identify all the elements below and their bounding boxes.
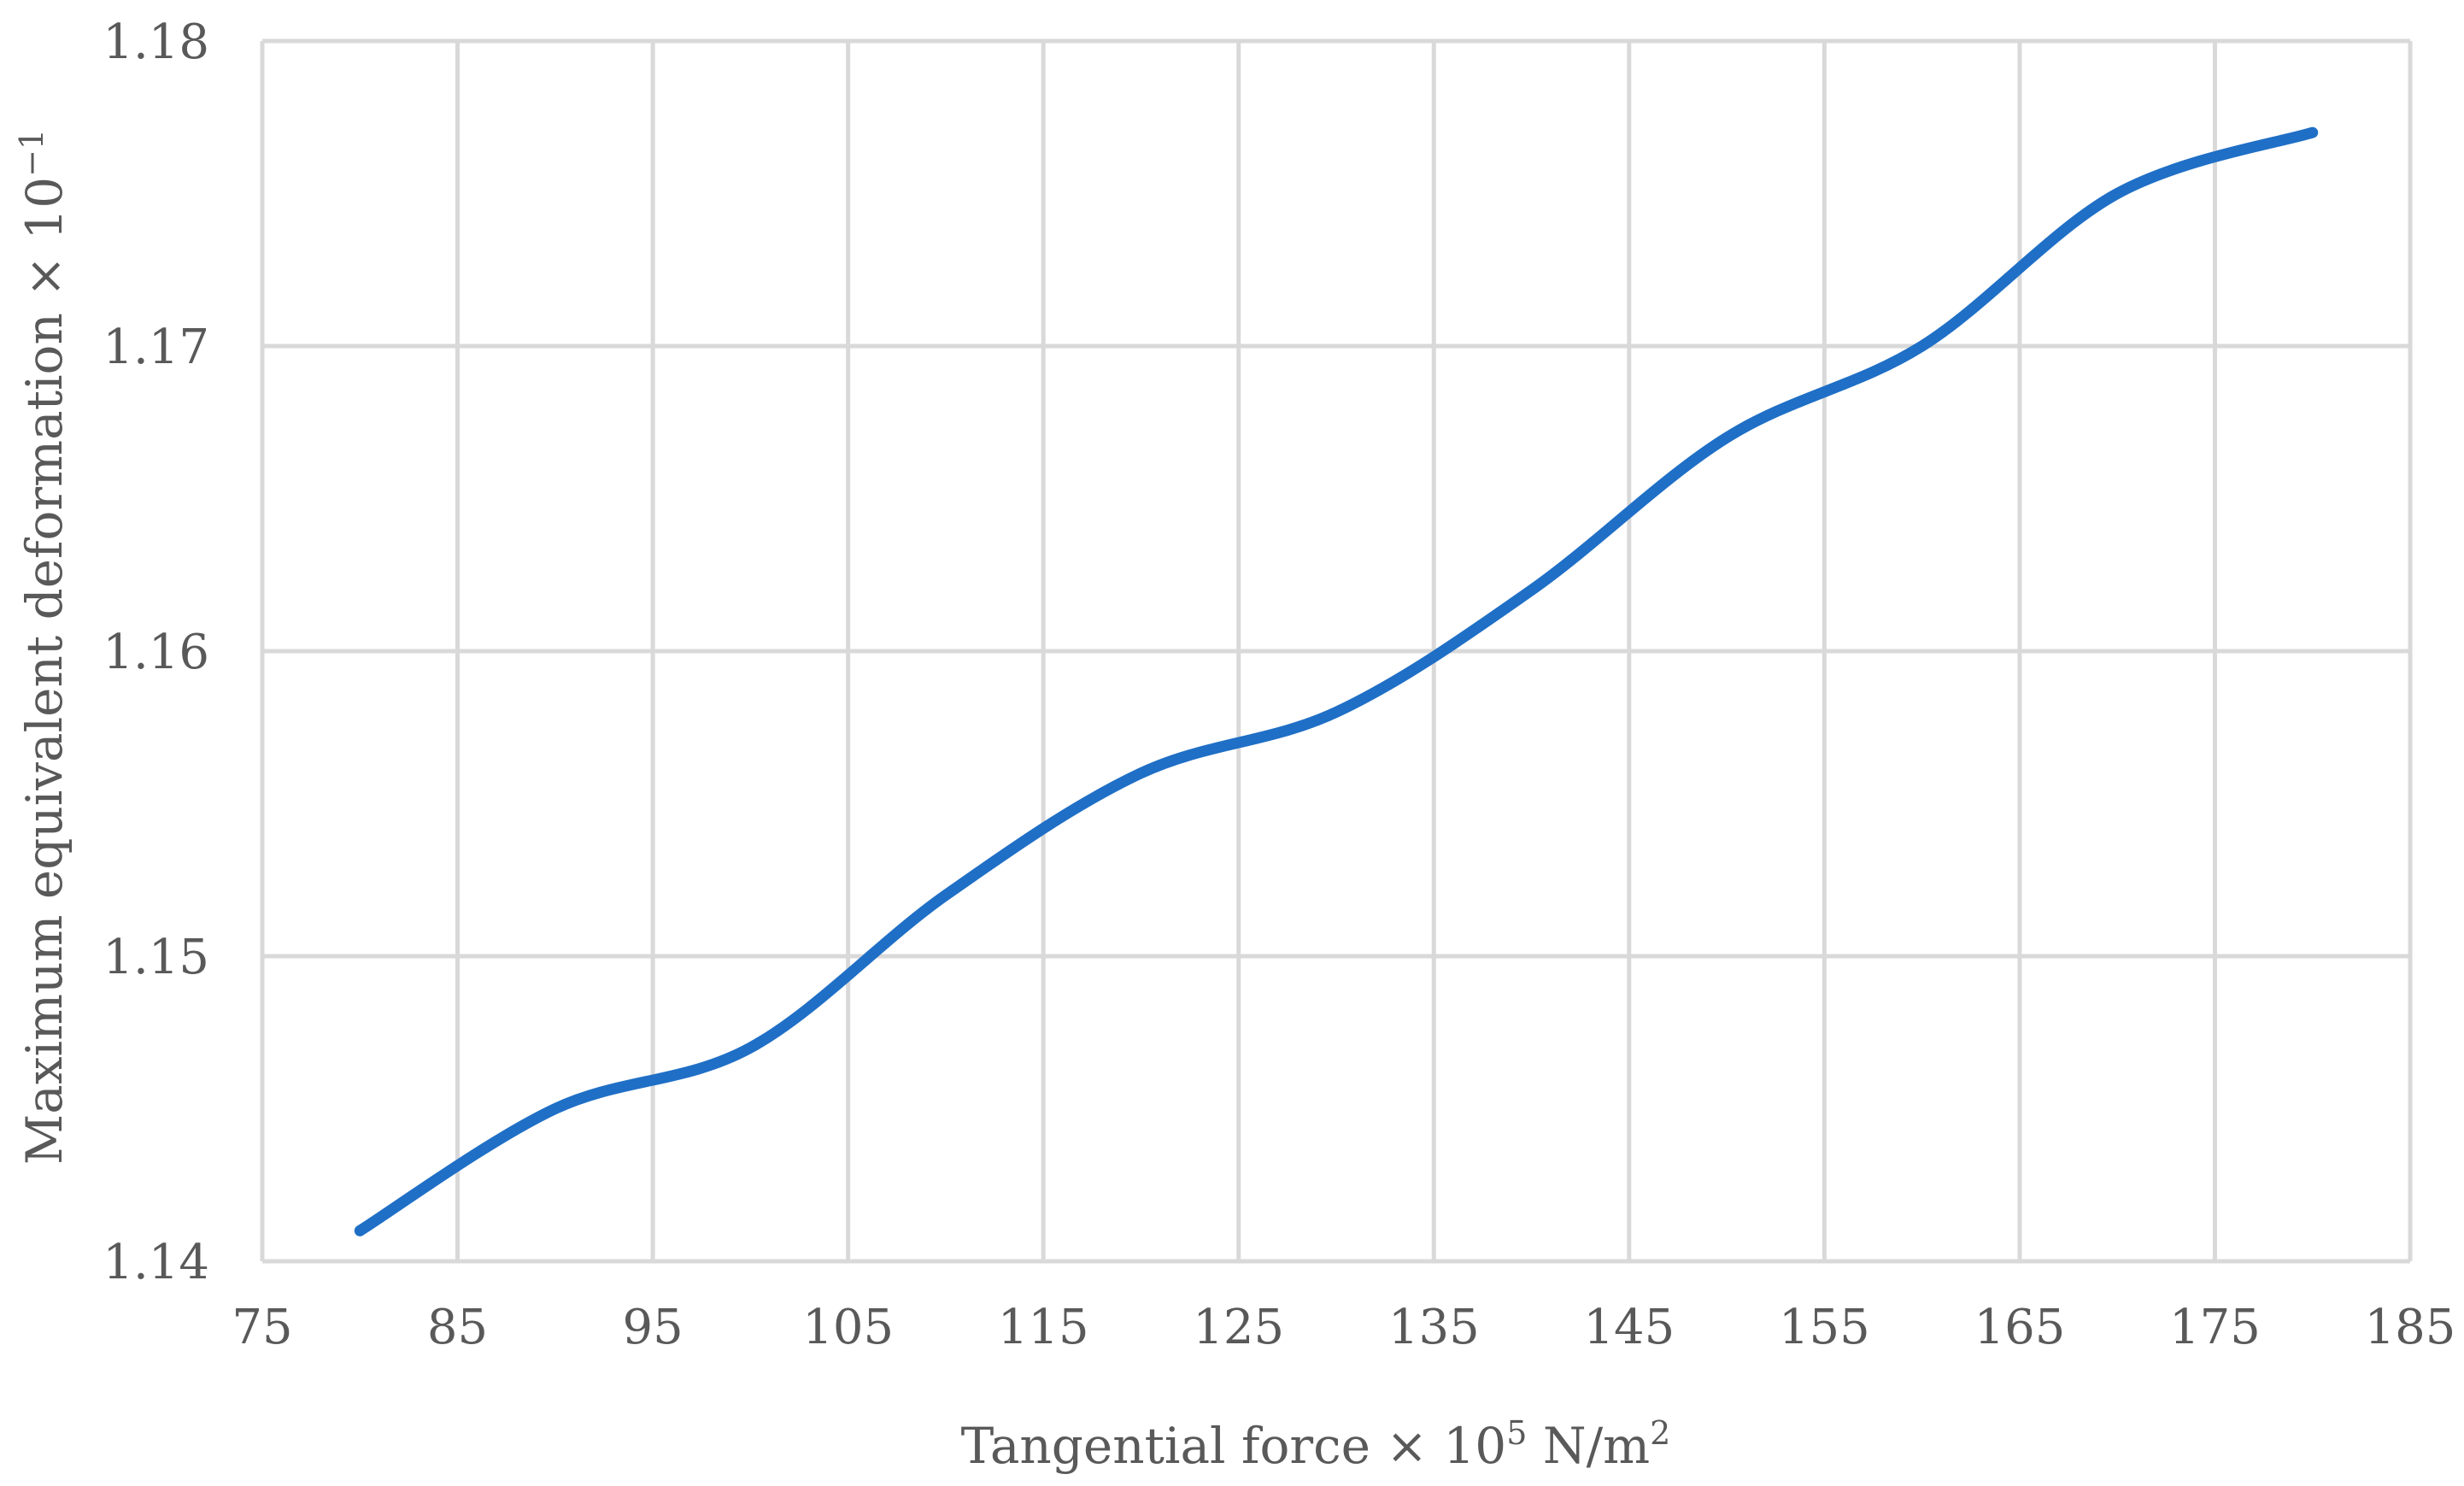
x-tick-label: 125: [1193, 1300, 1284, 1355]
series-layer: [354, 126, 2319, 1236]
y-tick-label: 1.14: [103, 1235, 209, 1290]
x-tick-label: 85: [427, 1300, 488, 1355]
y-tick-label: 1.15: [103, 930, 209, 985]
x-tick-label: 135: [1388, 1300, 1480, 1355]
y-tick-labels: 1.14 1.15 1.16 1.17 1.18: [103, 15, 209, 1290]
y-tick-label: 1.17: [103, 320, 209, 375]
x-tick-label: 185: [2365, 1300, 2456, 1355]
y-tick-label: 1.18: [103, 15, 209, 70]
x-tick-label: 175: [2169, 1300, 2261, 1355]
x-tick-label: 145: [1583, 1300, 1675, 1355]
y-tick-label: 1.16: [103, 625, 209, 680]
x-tick-label: 165: [1974, 1300, 2065, 1355]
x-tick-label: 115: [998, 1300, 1089, 1355]
gridlines: [260, 38, 2413, 1264]
x-tick-labels: 75 85 95 105 115 125 135 145 155 165 175 185: [232, 1300, 2455, 1355]
series-line-0: [354, 126, 2319, 1236]
x-axis-title: Tangential force × 105 N/m2: [961, 1414, 1671, 1475]
x-tick-label: 105: [802, 1300, 894, 1355]
y-axis-title: Maximum equivalent deformation × 10−1: [13, 129, 73, 1165]
x-tick-label: 155: [1779, 1300, 1870, 1355]
x-tick-label: 95: [622, 1300, 683, 1355]
x-tick-label: 75: [232, 1300, 292, 1355]
